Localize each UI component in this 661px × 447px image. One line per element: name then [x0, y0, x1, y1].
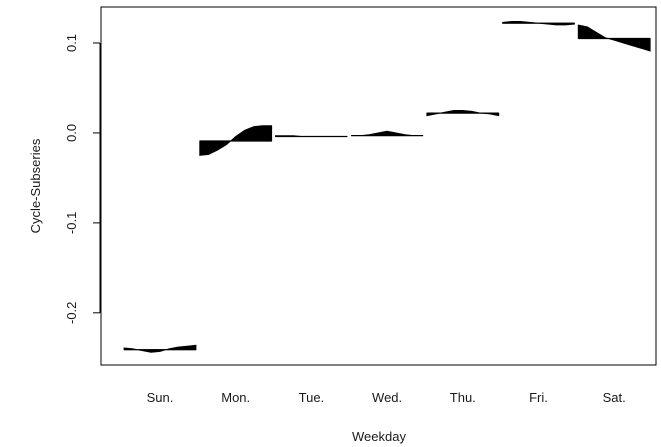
x-axis-title: Weekday [352, 429, 406, 444]
x-tick-label: Wed. [372, 390, 402, 405]
y-tick-label: -0.1 [64, 212, 79, 234]
y-axis-title: Cycle-Subseries [28, 138, 43, 233]
plot-frame [100, 6, 657, 366]
x-tick-label: Thu. [450, 390, 476, 405]
band-sun [123, 344, 197, 353]
x-tick-label: Fri. [529, 390, 548, 405]
x-tick-label: Sun. [147, 390, 174, 405]
x-tick-label: Tue. [299, 390, 325, 405]
y-axis: -0.2 -0.1 0.0 0.1 [64, 34, 101, 324]
x-tick-label: Sat. [603, 390, 626, 405]
band-wed [351, 130, 424, 136]
subseries-bands [123, 21, 651, 353]
band-sat [577, 24, 651, 52]
y-tick-label: 0.1 [64, 34, 79, 52]
x-axis: Sun. Mon. Tue. Wed. Thu. Fri. Sat. [147, 390, 626, 405]
y-tick-label: -0.2 [64, 302, 79, 324]
x-tick-label: Mon. [221, 390, 250, 405]
y-tick-label: 0.0 [64, 124, 79, 142]
